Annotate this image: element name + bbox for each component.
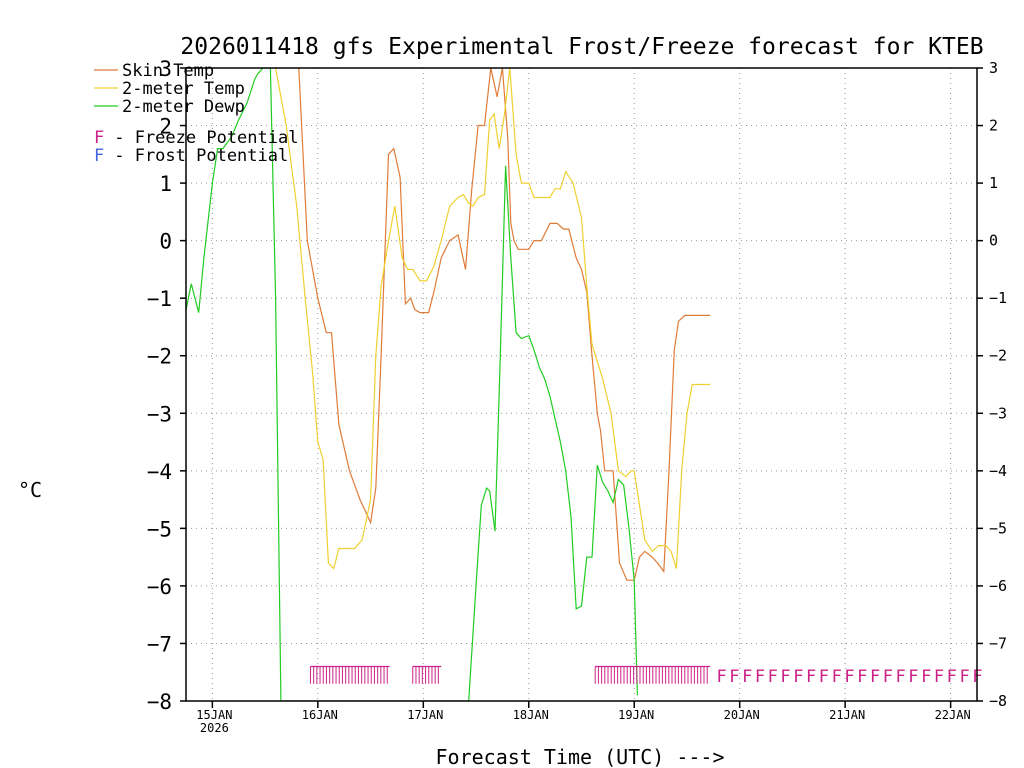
y-tick-label-right: −3: [989, 404, 1007, 422]
potential-legend-letter: F: [94, 146, 104, 166]
series-lines: [186, 68, 711, 701]
tick-labels: −8 −8 −7 −7 −6 −6 −5 −5 −4 −4 −3 −3 −2 −2 −1 −1 0 0 1 1 2 2 3 3…: [147, 57, 1007, 735]
y-tick-label-right: 3: [989, 59, 998, 77]
potential-legend-text: - Frost Potential: [104, 146, 288, 166]
freeze-potential-letters: FFFFFFFFFFFFFFFFFFFFF: [716, 667, 982, 687]
x-tick-label: 15JAN: [196, 708, 232, 722]
y-tick-label-right: −1: [989, 289, 1007, 307]
y-tick-label-right: 0: [989, 232, 998, 250]
y-tick-label-right: −8: [989, 692, 1007, 710]
y-tick-label-left: −7: [147, 632, 172, 656]
x-axis-label: Forecast Time (UTC) --->: [436, 745, 725, 768]
legend-label: 2-meter Temp: [122, 79, 245, 99]
series-line-skin-temp: [298, 68, 711, 581]
x-tick-label: 17JAN: [407, 708, 443, 722]
y-tick-label-left: −2: [147, 345, 172, 369]
axis-ticks: [180, 67, 983, 708]
x-tick-label: 16JAN: [302, 708, 338, 722]
y-axis-label: °C: [18, 478, 42, 502]
chart-title: 2026011418 gfs Experimental Frost/Freeze…: [180, 34, 983, 60]
grid: [186, 68, 977, 701]
x-tick-label: 21JAN: [829, 708, 865, 722]
y-tick-label-right: 1: [989, 174, 998, 192]
plot-frame: [185, 67, 978, 702]
y-tick-label-right: −6: [989, 577, 1007, 595]
y-tick-label-right: −2: [989, 347, 1007, 365]
legend-label: Skin Temp: [122, 61, 214, 81]
y-tick-label-left: 0: [159, 230, 172, 254]
potential-legend-text: - Freeze Potential: [104, 128, 298, 148]
y-tick-label-left: −5: [147, 517, 172, 541]
x-tick-sublabel: 2026: [200, 721, 229, 735]
series-line-2-meter-dewp: [186, 68, 638, 701]
y-tick-label-left: −8: [147, 690, 172, 714]
x-tick-label: 18JAN: [513, 708, 549, 722]
x-tick-label: 19JAN: [618, 708, 654, 722]
y-tick-label-right: 2: [989, 117, 998, 135]
x-tick-label: 20JAN: [724, 708, 760, 722]
potential-legend-letter: F: [94, 128, 104, 148]
y-tick-label-left: −4: [147, 460, 172, 484]
y-tick-label-left: 3: [159, 57, 172, 81]
y-tick-label-left: −3: [147, 402, 172, 426]
y-tick-label-left: 1: [159, 172, 172, 196]
y-tick-label-left: −6: [147, 575, 172, 599]
freeze-potential-markers: FFFFFFFFFFFFFFFFFFFFF: [309, 665, 982, 687]
y-tick-label-right: −4: [989, 462, 1007, 480]
y-tick-label-right: −7: [989, 634, 1007, 652]
y-tick-label-right: −5: [989, 519, 1007, 537]
y-tick-label-left: −1: [147, 287, 172, 311]
legend-label: 2-meter Dewp: [122, 97, 245, 117]
series-line-2-meter-temp: [275, 68, 711, 570]
x-tick-label: 22JAN: [935, 708, 971, 722]
y-tick-label-left: 2: [159, 115, 172, 139]
